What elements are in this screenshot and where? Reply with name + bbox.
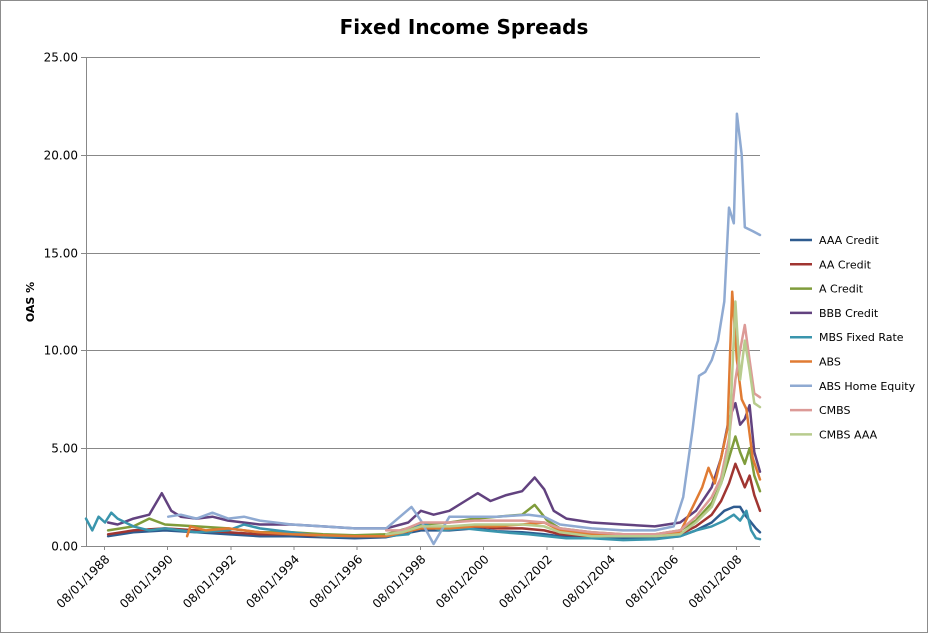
series-lines — [84, 112, 762, 546]
legend-label: AAA Credit — [819, 234, 879, 247]
y-tick-label: 15.00 — [44, 247, 78, 261]
series-line-abs — [185, 290, 762, 538]
series-line-mbs-fixed-rate — [84, 509, 762, 542]
y-tick-label: 25.00 — [44, 51, 78, 65]
legend-label: BBB Credit — [819, 307, 879, 320]
series-line-cmbs — [384, 323, 762, 536]
legend-label: CMBS — [819, 404, 851, 417]
y-tick-label: 20.00 — [44, 149, 78, 163]
series-line-aaa-credit — [106, 505, 762, 540]
y-tick-label: 10.00 — [44, 344, 78, 358]
legend-label: CMBS AAA — [819, 428, 878, 441]
series-line-cmbs-aaa — [384, 300, 762, 538]
legend-label: A Credit — [819, 283, 864, 296]
series-line-aa-credit — [106, 462, 762, 538]
legend-label: AA Credit — [819, 258, 872, 271]
series-line-abs-home-equity — [166, 112, 762, 546]
y-tick-label: 5.00 — [51, 442, 78, 456]
legend: AAA Credit AA Credit A Credit BBB Credit MBS… — [790, 234, 916, 441]
chart-title: Fixed Income Spreads — [340, 15, 589, 39]
legend-label: ABS — [819, 356, 841, 369]
legend-label: MBS Fixed Rate — [819, 331, 904, 344]
y-axis-label: OAS % — [24, 282, 37, 322]
legend-label: ABS Home Equity — [819, 380, 916, 393]
y-tick-label: 0.00 — [51, 540, 78, 554]
gridlines — [86, 57, 760, 449]
